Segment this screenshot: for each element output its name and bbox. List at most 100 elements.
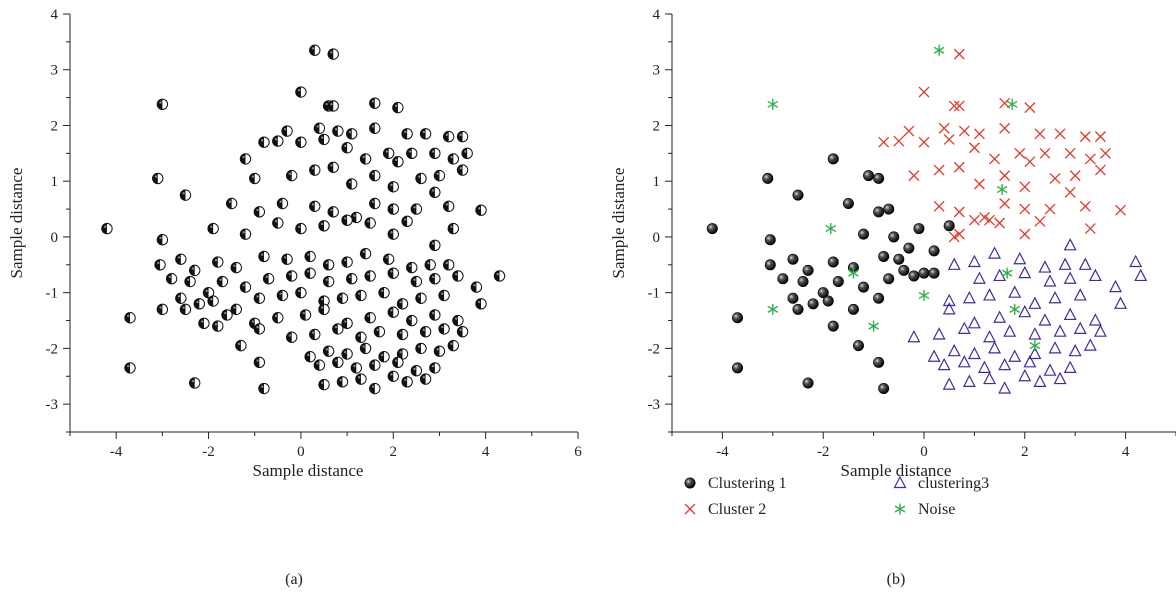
data-point: [396, 298, 409, 310]
data-point: [295, 136, 307, 148]
y-tick-label-a: -2: [46, 341, 59, 357]
data-point: [928, 245, 940, 257]
y-tick-label-b: 4: [653, 7, 661, 23]
data-point: [1008, 349, 1022, 362]
data-point: [764, 259, 776, 271]
data-point: [1001, 267, 1013, 279]
data-point: [373, 325, 386, 338]
data-point: [382, 253, 395, 265]
y-tick-label-b: 1: [653, 174, 661, 190]
data-point: [967, 254, 981, 268]
data-point: [406, 314, 418, 327]
data-point: [827, 153, 839, 165]
data-point: [235, 339, 247, 352]
data-point: [1069, 170, 1081, 182]
data-point: [456, 325, 469, 338]
legend-b: Clustering 1 Cluster 2 clustering3 Noise: [684, 475, 989, 518]
data-point: [928, 267, 940, 279]
data-point: [967, 346, 981, 360]
data-point: [942, 293, 956, 307]
data-point: [1029, 340, 1041, 352]
data-point: [359, 153, 372, 165]
series-clustering-1: [706, 153, 955, 395]
data-point: [433, 169, 446, 182]
data-point: [156, 303, 169, 316]
data-point: [387, 228, 399, 240]
data-point: [253, 206, 266, 218]
data-point: [262, 273, 275, 285]
data-point: [285, 331, 298, 343]
y-tick-label-b: 0: [653, 230, 661, 246]
data-point: [972, 271, 986, 284]
data-point: [918, 136, 930, 148]
data-point: [953, 48, 965, 60]
data-point: [475, 298, 487, 310]
data-point: [470, 281, 483, 293]
data-point: [1064, 186, 1076, 198]
data-point: [792, 189, 804, 201]
data-point: [216, 275, 229, 288]
data-point: [447, 222, 460, 235]
data-point: [346, 273, 358, 285]
data-point: [1019, 181, 1031, 193]
data-point: [272, 217, 284, 229]
data-point: [387, 370, 399, 382]
data-point: [802, 377, 814, 389]
data-point: [1053, 324, 1067, 337]
legend-marker: [684, 477, 696, 489]
data-point: [415, 292, 427, 304]
data-point: [258, 382, 270, 395]
data-point: [327, 161, 339, 173]
data-point: [943, 133, 955, 145]
data-point: [1039, 147, 1051, 159]
data-point: [1019, 228, 1031, 240]
data-point: [419, 128, 432, 140]
data-point: [908, 170, 920, 182]
data-point: [827, 256, 839, 268]
data-point: [281, 125, 293, 137]
data-point: [452, 314, 464, 327]
data-point: [1079, 131, 1091, 143]
data-point: [883, 203, 895, 215]
data-point: [152, 172, 164, 185]
data-point: [1018, 265, 1032, 279]
data-point: [1043, 363, 1057, 376]
data-point: [863, 170, 875, 182]
data-point: [410, 275, 423, 288]
data-point: [1063, 271, 1077, 284]
x-tick-label-a: 4: [482, 444, 490, 460]
data-point: [927, 349, 941, 362]
data-point: [942, 302, 956, 315]
data-point: [442, 130, 455, 143]
x-axis-label-b: Sample distance: [841, 461, 952, 480]
data-point: [973, 178, 985, 190]
data-point: [318, 133, 330, 146]
data-point: [456, 164, 469, 176]
data-point: [1083, 338, 1097, 351]
data-point: [239, 153, 252, 165]
data-point: [1088, 313, 1102, 326]
data-point: [1038, 260, 1052, 273]
data-point: [230, 261, 242, 274]
data-point: [346, 128, 358, 140]
data-point: [998, 357, 1012, 371]
data-point: [1109, 279, 1123, 293]
data-point: [304, 267, 316, 279]
data-point: [1024, 102, 1036, 114]
data-point: [410, 203, 423, 215]
data-point: [179, 303, 192, 316]
x-axis-label-a: Sample distance: [253, 461, 364, 480]
data-point: [341, 317, 353, 330]
data-point: [188, 264, 201, 277]
data-point: [913, 223, 925, 235]
data-point: [1115, 204, 1127, 216]
data-point: [883, 273, 895, 285]
data-point: [410, 364, 423, 377]
y-tick-label-a: -3: [46, 397, 59, 413]
y-tick-label-b: -3: [648, 397, 661, 413]
data-point: [327, 48, 339, 60]
data-point: [429, 186, 441, 199]
data-point: [1028, 296, 1042, 309]
data-point: [988, 341, 1002, 354]
y-tick-label-b: 2: [653, 118, 661, 134]
